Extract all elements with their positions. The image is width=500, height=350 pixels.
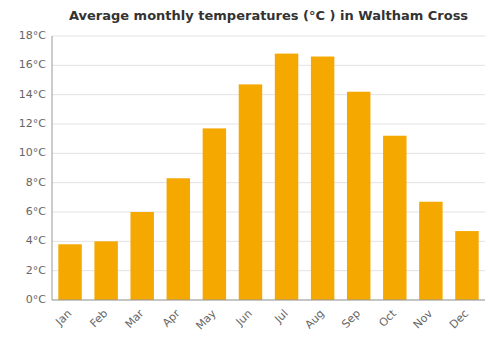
x-tick-label: Jun	[233, 307, 255, 329]
x-tick-label: Oct	[376, 307, 399, 330]
x-tick-label: Apr	[160, 307, 183, 330]
grid-line	[52, 153, 485, 154]
bar	[130, 212, 153, 300]
x-tick-label: Jan	[52, 307, 74, 329]
bar	[94, 241, 117, 300]
bar	[203, 128, 226, 300]
y-tick-label: 6°C	[26, 205, 46, 218]
y-tick-label: 0°C	[26, 293, 46, 306]
bar	[383, 136, 406, 300]
x-tick-label: May	[193, 307, 219, 333]
y-tick-label: 12°C	[19, 117, 46, 130]
bar	[239, 84, 262, 300]
x-tick-label: Jul	[271, 307, 290, 326]
x-tick-label: Dec	[447, 307, 471, 331]
chart-svg: 0°C 2°C 4°C 6°C 8°C 10°C 12°C 14°C 16°C 18°C Jan Fe…	[0, 0, 500, 350]
y-tick-label: 2°C	[26, 264, 46, 277]
x-tick-label: Sep	[339, 307, 363, 331]
bar	[347, 92, 370, 300]
y-tick-label: 10°C	[19, 146, 46, 159]
bar	[419, 202, 442, 300]
y-tick-label: 18°C	[19, 29, 46, 42]
x-tick-label: Feb	[87, 307, 110, 330]
grid-line	[52, 182, 485, 183]
bar	[455, 231, 478, 300]
bars	[58, 54, 478, 300]
page: {"chart_data": {"type": "bar", "title": …	[0, 0, 500, 350]
bar	[58, 244, 81, 300]
y-tick-label: 16°C	[19, 58, 46, 71]
bar	[275, 54, 298, 300]
x-axis: Jan Feb Mar Apr May Jun Jul Aug Sep Oct Nov Dec	[52, 307, 471, 333]
x-tick-label: Mar	[123, 307, 147, 331]
bar	[311, 57, 334, 300]
grid-line	[52, 94, 485, 95]
x-axis-line	[52, 300, 485, 301]
y-tick-label: 4°C	[26, 234, 46, 247]
grid-line	[52, 124, 485, 125]
grid-line	[52, 36, 485, 37]
grid-line	[52, 300, 485, 301]
grid	[52, 36, 485, 300]
y-axis-line	[52, 36, 53, 300]
grid-line	[52, 65, 485, 66]
y-axis: 0°C 2°C 4°C 6°C 8°C 10°C 12°C 14°C 16°C 18°C	[19, 29, 46, 306]
y-tick-label: 8°C	[26, 176, 46, 189]
title: Average monthly temperatures (°C ) in Wa…	[69, 8, 468, 23]
y-tick-label: 14°C	[19, 88, 46, 101]
x-tick-label: Nov	[411, 307, 436, 332]
chart-container: 0°C 2°C 4°C 6°C 8°C 10°C 12°C 14°C 16°C 18°C Jan Fe…	[0, 0, 500, 350]
bar	[167, 178, 190, 300]
x-tick-label: Aug	[302, 307, 326, 331]
